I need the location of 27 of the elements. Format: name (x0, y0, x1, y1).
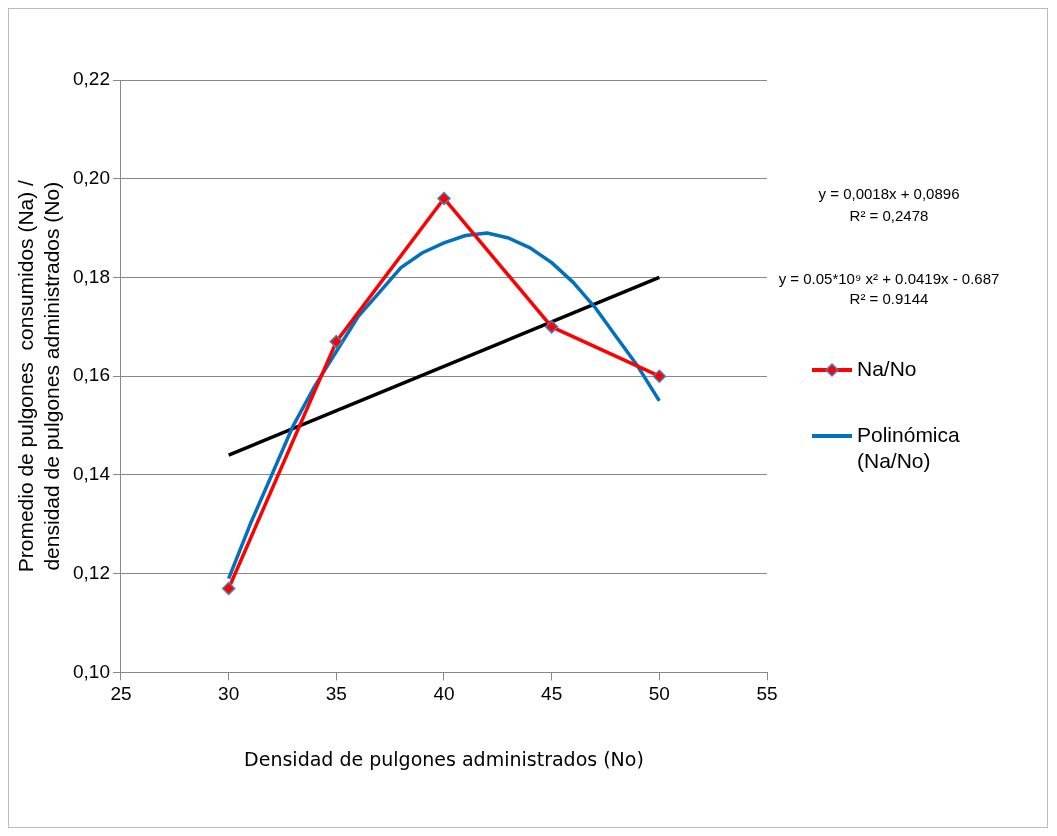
y-tick-label: 0,16 (73, 364, 110, 386)
text: R² = 0,2478 (849, 207, 929, 225)
point (544, 320, 559, 334)
y-tick-label: 0,22 (73, 68, 110, 90)
text: R² = 0.9144 (849, 290, 929, 308)
x-tick-label: 45 (541, 683, 563, 705)
legend-label: Na/No (857, 356, 917, 380)
y-tick-label: 0,12 (73, 561, 110, 583)
x-tick-label: 50 (648, 683, 670, 705)
y-tick-label: 0,10 (73, 660, 110, 682)
x-tick-label: 25 (110, 683, 132, 705)
x-tick-label: 30 (218, 683, 240, 705)
point (329, 334, 344, 349)
x-tick-label: 40 (433, 683, 455, 705)
x-tick-label: 35 (325, 683, 347, 705)
point (221, 581, 236, 596)
y-axis-title: Promedio de pulgones consumidos (Na) / densidad de pulgones administrados (No) (13, 179, 63, 573)
x-tick-label: 55 (756, 683, 778, 705)
text: y = 0,0018x + 0,0896 (818, 185, 960, 203)
legend-label: Polinómica (Na/No) (857, 422, 961, 472)
x-axis-title: Densidad de pulgones administrados (No) (244, 747, 644, 770)
point (437, 191, 451, 206)
point (652, 369, 667, 383)
y-tick-label: 0,18 (73, 265, 110, 287)
y-tick-label: 0,20 (73, 166, 110, 188)
text: y = 0.05*10⁹ x² + 0.0419x - 0.687 (778, 270, 1000, 288)
y-tick-label: 0,14 (73, 463, 111, 485)
